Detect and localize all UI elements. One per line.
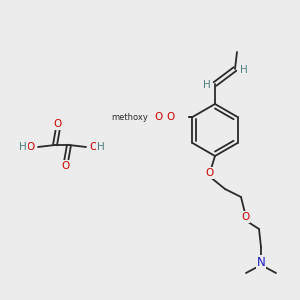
Text: O: O	[54, 119, 62, 129]
Text: N: N	[256, 256, 266, 268]
Text: H: H	[97, 142, 105, 152]
Text: H: H	[19, 142, 27, 152]
Text: O: O	[89, 142, 97, 152]
Text: O: O	[205, 168, 213, 178]
Text: methoxy: methoxy	[114, 112, 148, 122]
Text: H: H	[203, 80, 211, 90]
Bar	[122, 109, 188, 125]
Text: O: O	[241, 212, 249, 222]
Text: O: O	[154, 112, 163, 122]
Text: methoxy: methoxy	[112, 112, 148, 122]
Text: O: O	[167, 112, 175, 122]
Text: O: O	[62, 161, 70, 171]
Text: H: H	[240, 65, 248, 75]
Text: O: O	[27, 142, 35, 152]
